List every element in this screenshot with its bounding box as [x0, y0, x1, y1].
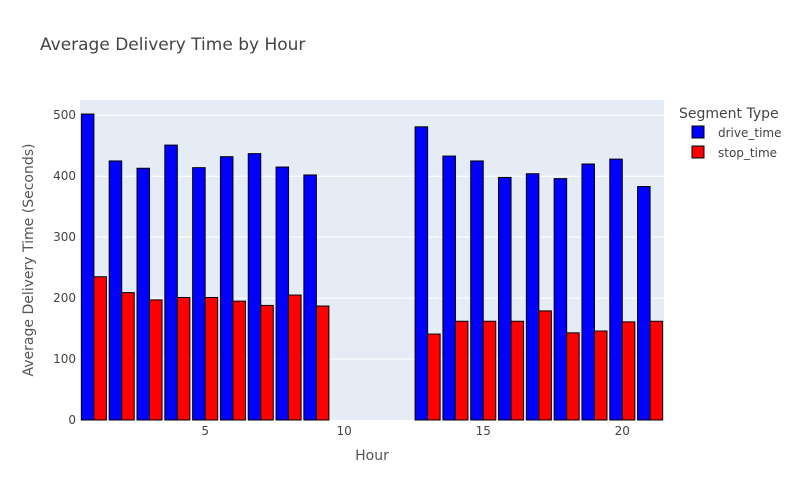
y-axis-title: Average Delivery Time (Seconds) — [21, 144, 37, 377]
bar-drive-time-hour-4[interactable] — [164, 144, 178, 421]
bar-drive-time-hour-2[interactable] — [108, 160, 123, 421]
y-axis-ticks: 0 100 200 300 400 500 — [53, 108, 76, 427]
bar-drive-time-hour-6[interactable] — [219, 156, 234, 421]
bar-stop-time-hour-16[interactable] — [510, 320, 525, 421]
bar-stop-time-hour-17[interactable] — [538, 310, 552, 421]
bar-stop-time-hour-6[interactable] — [232, 300, 246, 421]
legend-label-drive-time: drive_time — [718, 126, 781, 140]
legend-swatch-drive-time — [691, 125, 705, 139]
x-tick-label-5: 5 — [201, 424, 209, 438]
bar-drive-time-hour-8[interactable] — [275, 166, 290, 421]
bar-stop-time-hour-2[interactable] — [121, 292, 135, 421]
chart-title: Average Delivery Time by Hour — [40, 35, 305, 55]
bar-stop-time-hour-13[interactable] — [427, 333, 441, 421]
y-tick-label-400: 400 — [53, 169, 76, 183]
bar-drive-time-hour-15[interactable] — [470, 160, 484, 421]
y-tick-label-0: 0 — [68, 413, 76, 427]
bar-stop-time-hour-21[interactable] — [649, 320, 664, 421]
bar-drive-time-hour-16[interactable] — [498, 176, 512, 421]
x-tick-label-15: 15 — [476, 424, 491, 438]
bar-drive-time-hour-19[interactable] — [581, 163, 595, 421]
bar-stop-time-hour-19[interactable] — [593, 330, 608, 421]
bar-drive-time-hour-3[interactable] — [136, 167, 151, 421]
bar-stop-time-hour-1[interactable] — [93, 276, 107, 421]
bar-drive-time-hour-14[interactable] — [442, 155, 456, 421]
bar-drive-time-hour-20[interactable] — [609, 158, 623, 421]
y-tick-label-100: 100 — [53, 352, 76, 366]
bars — [80, 113, 664, 421]
x-axis-title: Hour — [355, 448, 389, 464]
legend-item-stop-time[interactable]: stop_time — [691, 145, 777, 160]
bar-stop-time-hour-18[interactable] — [566, 332, 580, 421]
legend-title: Segment Type — [679, 106, 779, 122]
legend-swatch-stop-time — [691, 145, 705, 159]
bar-drive-time-hour-7[interactable] — [247, 153, 262, 421]
y-tick-label-200: 200 — [53, 291, 76, 305]
bar-drive-time-hour-17[interactable] — [525, 173, 540, 421]
legend-label-stop-time: stop_time — [718, 146, 777, 160]
legend: Segment Type drive_time stop_time — [679, 106, 781, 160]
bar-stop-time-hour-14[interactable] — [454, 320, 469, 421]
x-axis-ticks: 5 10 15 20 — [201, 424, 630, 438]
bar-stop-time-hour-4[interactable] — [176, 296, 191, 421]
bar-stop-time-hour-3[interactable] — [149, 299, 163, 421]
bar-stop-time-hour-9[interactable] — [315, 305, 330, 421]
bar-drive-time-hour-5[interactable] — [192, 167, 206, 421]
bar-stop-time-hour-7[interactable] — [260, 304, 274, 421]
bar-drive-time-hour-9[interactable] — [303, 174, 317, 421]
bar-stop-time-hour-15[interactable] — [482, 320, 497, 421]
y-tick-label-300: 300 — [53, 230, 76, 244]
bar-stop-time-hour-8[interactable] — [288, 294, 302, 421]
bar-drive-time-hour-13[interactable] — [414, 126, 429, 421]
bar-stop-time-hour-5[interactable] — [204, 296, 219, 421]
bar-drive-time-hour-1[interactable] — [80, 113, 95, 421]
x-tick-label-10: 10 — [337, 424, 352, 438]
bar-drive-time-hour-18[interactable] — [553, 178, 568, 421]
bar-stop-time-hour-20[interactable] — [621, 321, 636, 421]
x-tick-label-20: 20 — [615, 424, 630, 438]
bar-drive-time-hour-21[interactable] — [637, 186, 651, 421]
y-tick-label-500: 500 — [53, 108, 76, 122]
legend-item-drive-time[interactable]: drive_time — [691, 125, 781, 140]
